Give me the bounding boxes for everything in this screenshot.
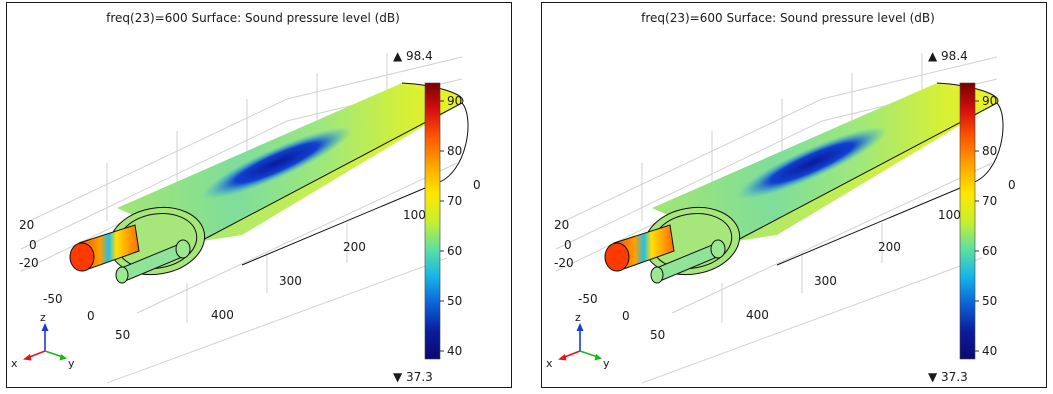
- plot-panel-left[interactable]: freq(23)=600 Surface: Sound pressure lev…: [6, 2, 512, 388]
- colorbar-tick-label: 40: [447, 344, 462, 358]
- triad-z-label: z: [575, 311, 581, 324]
- colorbar: [424, 82, 441, 360]
- colorbar-tick-label: 70: [982, 194, 997, 208]
- inlet-pipe: [69, 224, 140, 272]
- x-tick-label: -20: [554, 256, 574, 270]
- length-tick-label: 100: [403, 208, 426, 222]
- length-tick-label: 400: [211, 308, 234, 322]
- legend-max-label: ▲ 98.4: [393, 49, 433, 63]
- colorbar-tick-label: 80: [447, 144, 462, 158]
- axis-tick-labels: 20 0 -20 -50 0 50 100 200 300 400 0: [554, 178, 1016, 342]
- y-tick-label: -50: [578, 292, 598, 306]
- plot-title: freq(23)=600 Surface: Sound pressure lev…: [106, 11, 400, 25]
- length-tick-label: 300: [814, 274, 837, 288]
- length-tick-label: 200: [343, 240, 366, 254]
- x-tick-label: 0: [564, 238, 572, 252]
- triad-x-label: x: [546, 357, 553, 370]
- x-tick-label: 20: [19, 218, 34, 232]
- plot-panel-right[interactable]: freq(23)=600 Surface: Sound pressure lev…: [541, 2, 1047, 388]
- legend-min-label: ▼ 37.3: [928, 370, 968, 384]
- x-tick-label: 0: [29, 238, 37, 252]
- triad-z-label: z: [40, 311, 46, 324]
- colorbar-tick-label: 50: [447, 294, 462, 308]
- color-legend: ▲ 98.4 90 80 70 60 50 40 ▼ 37.3: [928, 49, 997, 384]
- triad-y-label: y: [603, 357, 610, 370]
- length-tick-label: 300: [279, 274, 302, 288]
- inlet-pipe: [604, 224, 675, 272]
- legend-min-label: ▼ 37.3: [393, 370, 433, 384]
- color-legend: ▲ 98.4 90 80 70 60 50 40 ▼ 37.3: [393, 49, 462, 384]
- colorbar-tick-label: 90: [982, 94, 997, 108]
- length-tick-label: 200: [878, 240, 901, 254]
- colorbar-tick-label: 90: [447, 94, 462, 108]
- plot-title: freq(23)=600 Surface: Sound pressure lev…: [641, 11, 935, 25]
- triad-x-label: x: [11, 357, 18, 370]
- outlet-pipe: [650, 239, 726, 284]
- y-tick-label: 0: [87, 309, 95, 323]
- outlet-pipe: [115, 239, 191, 284]
- axis-triad: z x y: [11, 311, 75, 370]
- length-tick-label: 100: [938, 208, 961, 222]
- y-tick-label: 50: [115, 328, 130, 342]
- y-tick-label: -50: [43, 292, 63, 306]
- colorbar-tick-label: 80: [982, 144, 997, 158]
- length-tick-label: 400: [746, 308, 769, 322]
- colorbar-tick-label: 70: [447, 194, 462, 208]
- y-tick-label: 0: [622, 309, 630, 323]
- axis-tick-labels: 20 0 -20 -50 0 50 100 200 300 400 0: [19, 178, 481, 342]
- colorbar: [959, 82, 976, 360]
- colorbar-tick-label: 50: [982, 294, 997, 308]
- x-tick-label: -20: [19, 256, 39, 270]
- colorbar-tick-label: 60: [447, 244, 462, 258]
- y-tick-label: 50: [650, 328, 665, 342]
- x-tick-label: 20: [554, 218, 569, 232]
- colorbar-tick-label: 40: [982, 344, 997, 358]
- axis-triad: z x y: [546, 311, 610, 370]
- colorbar-tick-label: 60: [982, 244, 997, 258]
- corner-tick-label: 0: [1008, 178, 1016, 192]
- triad-y-label: y: [68, 357, 75, 370]
- legend-max-label: ▲ 98.4: [928, 49, 968, 63]
- corner-tick-label: 0: [473, 178, 481, 192]
- graphics-canvas[interactable]: freq(23)=600 Surface: Sound pressure lev…: [542, 3, 1046, 387]
- graphics-canvas[interactable]: freq(23)=600 Surface: Sound pressure lev…: [7, 3, 511, 387]
